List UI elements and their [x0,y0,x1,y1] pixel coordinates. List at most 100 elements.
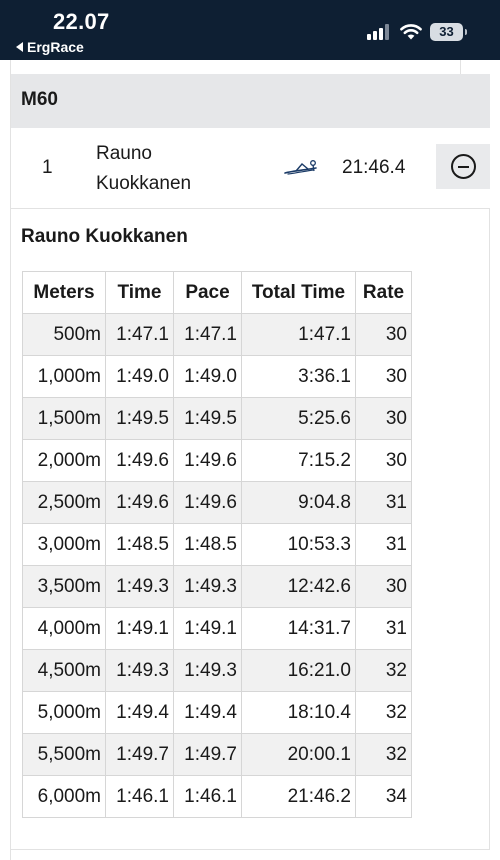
athlete-last-name: Kuokkanen [96,173,192,194]
cell-total-time: 20:00.1 [241,733,356,776]
cell-pace: 1:49.3 [173,565,242,608]
result-athlete-name: Rauno Kuokkanen [96,139,236,199]
table-row: 6,000m 1:46.1 1:46.1 21:46.2 34 [22,775,412,818]
cell-total-time: 1:47.1 [241,313,356,356]
frame-divider [460,60,461,74]
cell-time: 1:48.5 [105,523,174,566]
cell-rate: 30 [355,565,412,608]
cell-total-time: 5:25.6 [241,397,356,440]
cell-total-time: 10:53.3 [241,523,356,566]
cell-pace: 1:49.7 [173,733,242,776]
cell-meters: 500m [22,313,106,356]
table-row: 2,500m 1:49.6 1:49.6 9:04.8 31 [22,481,412,524]
column-header-meters: Meters [22,271,106,314]
table-row: 4,500m 1:49.3 1:49.3 16:21.0 32 [22,649,412,692]
column-header-time: Time [105,271,174,314]
rowing-boat-icon [284,160,317,175]
cell-time: 1:49.4 [105,691,174,734]
table-row: 500m 1:47.1 1:47.1 1:47.1 30 [22,313,412,356]
athlete-first-name: Rauno [96,143,152,164]
cell-pace: 1:49.6 [173,439,242,482]
status-time: 22.07 [53,9,110,34]
cell-pace: 1:46.1 [173,775,242,818]
cell-pace: 1:49.0 [173,355,242,398]
cell-rate: 32 [355,733,412,776]
cell-total-time: 18:10.4 [241,691,356,734]
cellular-signal-icon [367,24,393,40]
minus-circle-icon [450,154,476,179]
cell-total-time: 21:46.2 [241,775,356,818]
cell-meters: 6,000m [22,775,106,818]
table-header-row: Meters Time Pace Total Time Rate [22,271,412,314]
cell-rate: 31 [355,481,412,524]
cell-rate: 32 [355,649,412,692]
table-row: 3,500m 1:49.3 1:49.3 12:42.6 30 [22,565,412,608]
cell-rate: 31 [355,607,412,650]
cell-total-time: 16:21.0 [241,649,356,692]
splits-panel: Rauno Kuokkanen Meters Time Pace Total T… [11,209,490,849]
cell-rate: 34 [355,775,412,818]
cell-meters: 4,500m [22,649,106,692]
cell-meters: 1,000m [22,355,106,398]
cell-meters: 4,000m [22,607,106,650]
cell-meters: 3,500m [22,565,106,608]
status-bar: 22.07 ErgRace 33 [0,0,500,60]
cell-time: 1:49.3 [105,649,174,692]
cell-rate: 30 [355,313,412,356]
collapse-button[interactable] [436,144,490,189]
cell-time: 1:46.1 [105,775,174,818]
result-row[interactable]: 1 Rauno Kuokkanen 21:46.4 [11,128,490,209]
cell-total-time: 14:31.7 [241,607,356,650]
column-header-total-time: Total Time [241,271,356,314]
cell-pace: 1:49.3 [173,649,242,692]
cell-pace: 1:49.4 [173,691,242,734]
table-row: 1,000m 1:49.0 1:49.0 3:36.1 30 [22,355,412,398]
cell-time: 1:49.6 [105,481,174,524]
result-time: 21:46.4 [342,157,406,178]
cell-total-time: 3:36.1 [241,355,356,398]
back-app-label: ErgRace [27,39,84,55]
cell-total-time: 9:04.8 [241,481,356,524]
table-row: 3,000m 1:48.5 1:48.5 10:53.3 31 [22,523,412,566]
cell-total-time: 12:42.6 [241,565,356,608]
cell-meters: 2,000m [22,439,106,482]
cell-rate: 32 [355,691,412,734]
cell-meters: 5,000m [22,691,106,734]
cell-time: 1:49.6 [105,439,174,482]
table-row: 2,000m 1:49.6 1:49.6 7:15.2 30 [22,439,412,482]
cell-total-time: 7:15.2 [241,439,356,482]
back-to-app-button[interactable]: ErgRace [16,39,84,55]
cell-pace: 1:49.1 [173,607,242,650]
column-header-rate: Rate [355,271,412,314]
cell-rate: 30 [355,355,412,398]
cell-pace: 1:49.5 [173,397,242,440]
cell-time: 1:49.7 [105,733,174,776]
cell-meters: 2,500m [22,481,106,524]
cell-meters: 5,500m [22,733,106,776]
wifi-icon [400,24,422,40]
frame-divider [11,849,490,850]
category-header: M60 [11,74,490,128]
result-position: 1 [42,157,53,178]
table-row: 4,000m 1:49.1 1:49.1 14:31.7 31 [22,607,412,650]
splits-table: Meters Time Pace Total Time Rate 500m 1:… [22,271,412,818]
table-row: 1,500m 1:49.5 1:49.5 5:25.6 30 [22,397,412,440]
back-arrow-icon [16,42,23,52]
cell-time: 1:49.1 [105,607,174,650]
battery-level: 33 [439,24,454,39]
frame-divider [10,60,11,860]
cell-meters: 3,000m [22,523,106,566]
table-row: 5,000m 1:49.4 1:49.4 18:10.4 32 [22,691,412,734]
cell-rate: 30 [355,397,412,440]
splits-athlete-title: Rauno Kuokkanen [21,226,188,247]
table-row: 5,500m 1:49.7 1:49.7 20:00.1 32 [22,733,412,776]
column-header-pace: Pace [173,271,242,314]
category-name: M60 [21,89,58,110]
cell-pace: 1:48.5 [173,523,242,566]
cell-pace: 1:49.6 [173,481,242,524]
battery-icon: 33 [430,23,467,41]
cell-pace: 1:47.1 [173,313,242,356]
cell-time: 1:49.3 [105,565,174,608]
cell-rate: 30 [355,439,412,482]
cell-time: 1:47.1 [105,313,174,356]
